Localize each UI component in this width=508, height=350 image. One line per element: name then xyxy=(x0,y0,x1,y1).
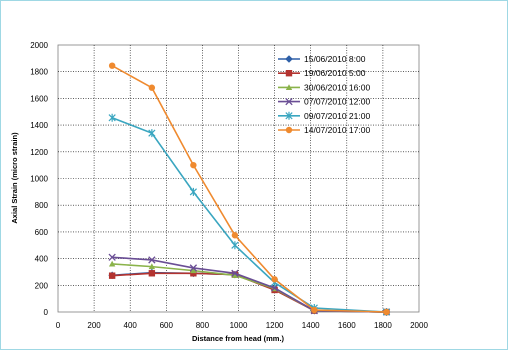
grid-lines xyxy=(58,45,419,312)
y-tick-label: 1400 xyxy=(30,121,48,130)
x-tick-label: 600 xyxy=(160,321,174,330)
legend-marker xyxy=(285,55,293,63)
y-tick-label: 0 xyxy=(44,308,49,317)
y-tick-label: 1000 xyxy=(30,175,48,184)
x-tick-label: 1200 xyxy=(266,321,284,330)
x-tick-label: 800 xyxy=(196,321,210,330)
y-tick-label: 800 xyxy=(35,201,49,210)
data-point xyxy=(108,113,116,122)
y-tick-label: 600 xyxy=(35,228,49,237)
legend-item: 19/06/2010 5:00 xyxy=(278,68,366,78)
data-point xyxy=(231,241,239,250)
legend-label: 15/06/2010 8:00 xyxy=(304,54,366,64)
legend-marker xyxy=(285,84,293,90)
x-axis-title: Distance from head (mm.) xyxy=(192,334,285,343)
legend-label: 19/06/2010 5:00 xyxy=(304,68,366,78)
data-point xyxy=(108,62,116,69)
data-point xyxy=(190,267,197,274)
x-tick-label: 2000 xyxy=(410,321,428,330)
legend-marker xyxy=(285,97,293,106)
data-point xyxy=(383,308,390,316)
data-point xyxy=(189,187,197,196)
legend-label: 30/06/2010 16:00 xyxy=(304,82,370,92)
data-point xyxy=(231,232,239,239)
data-point xyxy=(148,270,156,277)
legend-marker xyxy=(285,111,293,120)
data-point xyxy=(148,263,156,270)
data-point xyxy=(271,276,278,283)
data-point xyxy=(190,161,197,169)
data-point xyxy=(311,306,318,314)
y-tick-label: 1200 xyxy=(30,148,48,157)
x-tick-label: 400 xyxy=(124,321,138,330)
data-point xyxy=(148,84,156,91)
y-tick-label: 1800 xyxy=(30,68,48,77)
y-tick-labels: 0 200 400 600 800 1000 1200 1400 1600 1800 2000 xyxy=(30,41,48,317)
y-axis-title: Axial Strain (micro strain) xyxy=(10,132,19,224)
legend-label: 09/07/2010 21:00 xyxy=(304,111,370,121)
legend-item: 14/07/2010 17:00 xyxy=(278,125,370,135)
data-point xyxy=(231,269,239,277)
data-point xyxy=(108,260,116,267)
data-point xyxy=(190,270,197,277)
data-point xyxy=(108,272,116,279)
data-point xyxy=(189,264,198,272)
data-point xyxy=(270,284,279,292)
series-6 xyxy=(108,62,390,316)
y-tick-label: 1600 xyxy=(30,94,48,103)
legend-item: 07/07/2010 12:00 xyxy=(278,97,370,107)
x-tick-label: 200 xyxy=(87,321,101,330)
y-tick-label: 200 xyxy=(35,281,49,290)
legend-label: 07/07/2010 12:00 xyxy=(304,97,370,107)
x-tick-label: 1600 xyxy=(338,321,356,330)
legend-item: 09/07/2010 21:00 xyxy=(278,111,370,121)
legend-marker xyxy=(285,126,293,134)
series-lines xyxy=(108,62,391,316)
data-point xyxy=(148,129,156,138)
x-tick-label: 0 xyxy=(56,321,61,330)
legend-item: 15/06/2010 8:00 xyxy=(278,54,366,64)
legend-marker xyxy=(285,70,293,77)
x-tick-labels: 0 200 400 600 800 1000 1200 1400 1600 1800 2000 xyxy=(56,321,429,330)
legend-item: 30/06/2010 16:00 xyxy=(278,82,370,92)
data-point xyxy=(108,253,116,261)
y-tick-label: 2000 xyxy=(30,41,48,50)
data-point xyxy=(148,256,156,264)
x-tick-label: 1800 xyxy=(374,321,392,330)
legend-label: 14/07/2010 17:00 xyxy=(304,125,370,135)
x-tick-label: 1400 xyxy=(302,321,320,330)
y-tick-label: 400 xyxy=(35,255,49,264)
legend: 15/06/2010 8:00 19/06/2010 5:00 30/06/2010… xyxy=(278,54,370,135)
data-point xyxy=(231,272,239,278)
x-tick-label: 1000 xyxy=(230,321,248,330)
